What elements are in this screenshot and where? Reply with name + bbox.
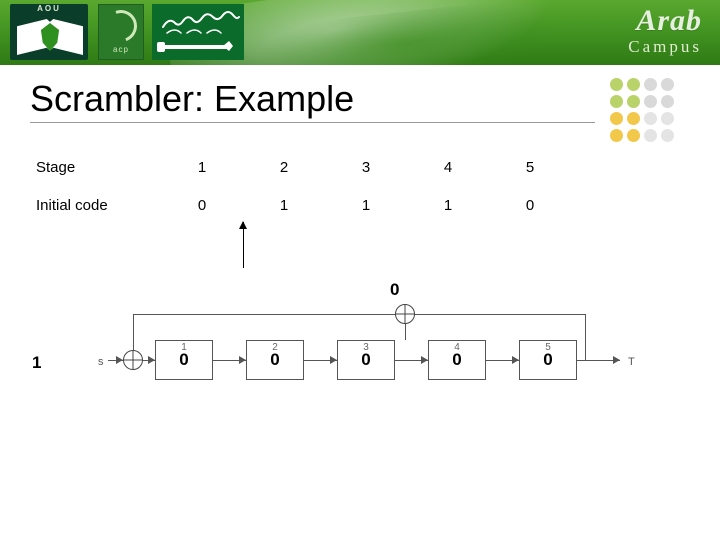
banner-swoosh-dark bbox=[257, 0, 683, 65]
register-value: 0 bbox=[429, 341, 485, 379]
output-symbol: T bbox=[628, 356, 635, 368]
aou-logo: AOU bbox=[10, 4, 88, 60]
register-box: 30 bbox=[337, 340, 395, 380]
register-box: 20 bbox=[246, 340, 304, 380]
register-value: 0 bbox=[520, 341, 576, 379]
xor-to-reg1-arrow-icon bbox=[148, 356, 155, 364]
register-value: 0 bbox=[338, 341, 394, 379]
row-label: Stage bbox=[36, 159, 161, 176]
register-box: 10 bbox=[155, 340, 213, 380]
scrambler-diagram: 0 s 1 10 20 30 40 50 T bbox=[20, 278, 680, 418]
xor-top-value: 0 bbox=[390, 280, 399, 300]
input-value: 1 bbox=[32, 353, 41, 373]
stage-table: Stage12345Initial code01110 bbox=[36, 148, 571, 224]
register-box: 40 bbox=[428, 340, 486, 380]
dot-icon bbox=[627, 129, 640, 142]
dot-icon bbox=[644, 95, 657, 108]
feedback-right-drop bbox=[585, 314, 586, 360]
table-cell: 0 bbox=[489, 197, 571, 214]
register-value: 0 bbox=[156, 341, 212, 379]
table-cell: 2 bbox=[243, 159, 325, 176]
secondary-logo-label: acp bbox=[113, 45, 129, 54]
tap-right-line bbox=[577, 360, 585, 361]
table-cell: 1 bbox=[161, 159, 243, 176]
table-row: Stage12345 bbox=[36, 148, 571, 186]
aou-logo-label: AOU bbox=[11, 4, 87, 13]
reg-connect-arrow-icon bbox=[239, 356, 246, 364]
dot-icon bbox=[610, 78, 623, 91]
register-box: 50 bbox=[519, 340, 577, 380]
dot-icon bbox=[661, 95, 674, 108]
brand-sub: Campus bbox=[628, 38, 702, 55]
corner-dots-icon bbox=[610, 78, 674, 142]
dot-icon bbox=[644, 78, 657, 91]
header-banner: AOU acp Arab Campus bbox=[0, 0, 720, 65]
sword-icon bbox=[163, 45, 231, 49]
input-arrow-icon bbox=[116, 356, 123, 364]
table-cell: 3 bbox=[325, 159, 407, 176]
crescent-icon bbox=[100, 5, 143, 48]
dot-icon bbox=[644, 129, 657, 142]
reg-connect-arrow-icon bbox=[330, 356, 337, 364]
dot-icon bbox=[610, 112, 623, 125]
output-arrow-icon bbox=[613, 356, 620, 364]
reg-connect-arrow-icon bbox=[512, 356, 519, 364]
table-row: Initial code01110 bbox=[36, 186, 571, 224]
table-cell: 4 bbox=[407, 159, 489, 176]
xor-top-icon bbox=[395, 304, 415, 324]
dot-icon bbox=[644, 112, 657, 125]
row-label: Initial code bbox=[36, 197, 161, 214]
dot-icon bbox=[661, 112, 674, 125]
flag-logo bbox=[152, 4, 244, 60]
dot-icon bbox=[661, 78, 674, 91]
register-value: 0 bbox=[247, 341, 303, 379]
table-cell: 5 bbox=[489, 159, 571, 176]
arabic-script-icon bbox=[161, 11, 241, 37]
dot-icon bbox=[627, 112, 640, 125]
table-cell: 1 bbox=[325, 197, 407, 214]
xor-left-icon bbox=[123, 350, 143, 370]
dot-icon bbox=[627, 78, 640, 91]
reg-connect-arrow-icon bbox=[421, 356, 428, 364]
input-symbol: s bbox=[98, 356, 104, 368]
tap-up-line bbox=[405, 324, 406, 340]
dot-icon bbox=[610, 95, 623, 108]
table-cell: 1 bbox=[243, 197, 325, 214]
feedback-left-drop bbox=[133, 314, 134, 350]
slide-title: Scrambler: Example bbox=[30, 78, 354, 120]
dot-icon bbox=[661, 129, 674, 142]
dot-icon bbox=[627, 95, 640, 108]
table-cell: 0 bbox=[161, 197, 243, 214]
brand-main: Arab bbox=[636, 4, 702, 37]
up-arrow-icon bbox=[243, 222, 244, 268]
brand-block: Arab Campus bbox=[628, 6, 702, 55]
table-cell: 1 bbox=[407, 197, 489, 214]
dot-icon bbox=[610, 129, 623, 142]
title-rule bbox=[30, 122, 595, 123]
secondary-logo: acp bbox=[98, 4, 144, 60]
feedback-top-line bbox=[133, 314, 585, 315]
